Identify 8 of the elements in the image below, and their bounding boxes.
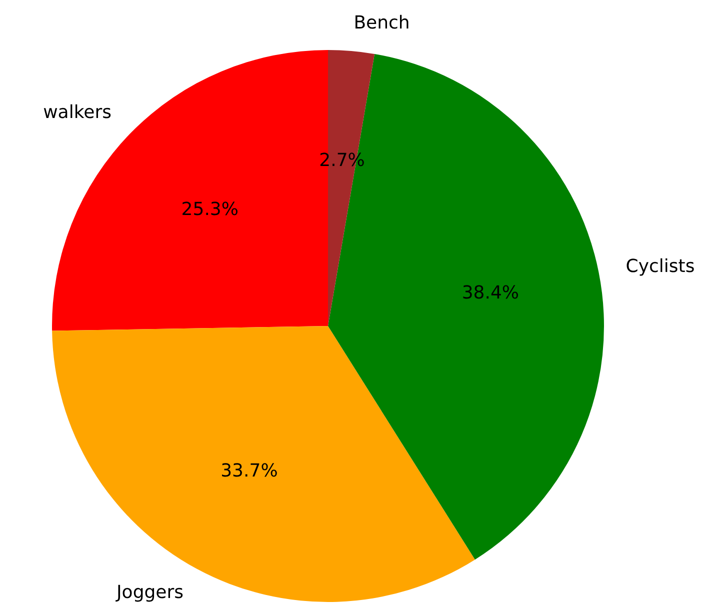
pie-slice <box>52 326 476 602</box>
slice-label: Joggers <box>116 582 184 603</box>
data-label: 33.7% <box>220 460 278 482</box>
slice-label: walkers <box>43 102 112 124</box>
data-label: 25.3% <box>181 198 238 220</box>
data-label: 38.4% <box>462 282 520 304</box>
slice-label: Bench <box>354 12 410 34</box>
slice-label: Cyclists <box>626 256 695 277</box>
